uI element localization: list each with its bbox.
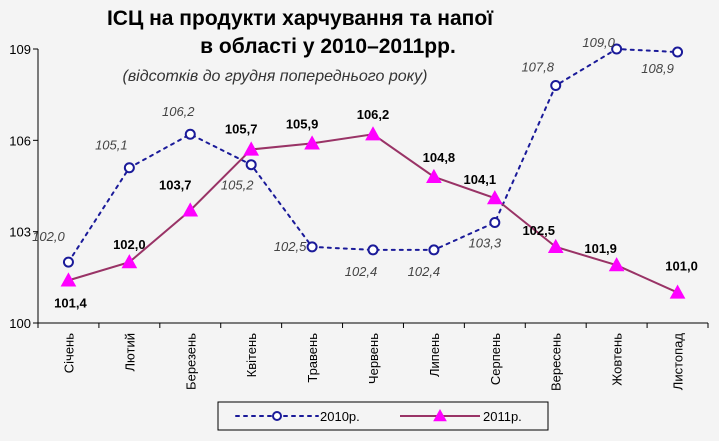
x-tick-label: Січень bbox=[61, 333, 76, 373]
x-tick-label: Жовтень bbox=[610, 333, 625, 386]
series-2010-data-label: 102,4 bbox=[408, 264, 441, 279]
series-2011-data-label: 105,7 bbox=[225, 121, 258, 136]
series-2010-point bbox=[611, 43, 623, 55]
series-2010-point bbox=[428, 244, 440, 256]
series-2011-point bbox=[60, 272, 77, 287]
series-2010-point bbox=[184, 128, 196, 140]
series-2011-point bbox=[426, 168, 442, 183]
series-2010-point bbox=[672, 46, 684, 58]
series-2011-point bbox=[182, 202, 199, 217]
x-tick-label: Травень bbox=[305, 333, 320, 383]
x-tick-label: Квітень bbox=[244, 333, 259, 378]
series-2011-data-label: 105,9 bbox=[286, 116, 319, 131]
series-2011-data-label: 104,8 bbox=[423, 150, 456, 165]
series-2011-data-label: 103,7 bbox=[159, 177, 192, 192]
y-tick-label: 109 bbox=[9, 42, 31, 57]
series-2010-data-label: 102,5 bbox=[274, 239, 307, 254]
x-tick-label: Липень bbox=[427, 333, 442, 377]
axes: 100 103 106 109 Січень Лютий Березень Квітень Тр… bbox=[9, 42, 709, 391]
x-tick-label: Червень bbox=[366, 333, 381, 384]
series-2010-point bbox=[62, 256, 74, 268]
legend-2010-label: 2010р. bbox=[320, 409, 360, 424]
y-tick-label: 100 bbox=[9, 316, 31, 331]
series-2010-line bbox=[67, 47, 679, 264]
series-2011-point bbox=[121, 254, 138, 269]
series-2010-data-label: 108,9 bbox=[641, 61, 674, 76]
series-2010-data-label: 109,0 bbox=[582, 35, 615, 50]
series-2010-data-label: 105,1 bbox=[95, 138, 128, 153]
x-tick-label: Вересень bbox=[549, 333, 564, 391]
series-2010-data-label: 106,2 bbox=[162, 104, 195, 119]
series-2011-point bbox=[243, 141, 260, 156]
y-tick-label: 103 bbox=[9, 225, 31, 240]
legend-2011-label: 2011р. bbox=[483, 409, 522, 424]
series-2010-point bbox=[123, 162, 135, 174]
series-2011-data-label: 102,0 bbox=[113, 237, 146, 252]
series-2011-point bbox=[486, 190, 503, 205]
series-2010-point bbox=[245, 159, 257, 171]
y-tick-label: 106 bbox=[9, 133, 31, 148]
chart-subtitle: (відсотків до грудня попереднього року) bbox=[122, 68, 427, 85]
x-tick-label: Серпень bbox=[488, 333, 503, 385]
x-tick-label: Лютий bbox=[122, 333, 137, 371]
data-labels: 102,0 105,1 106,2 105,2 102,5 102,4 102,4 103,3… bbox=[32, 35, 698, 310]
series-2010-data-label: 107,8 bbox=[521, 60, 554, 75]
series-2010-point bbox=[489, 217, 501, 229]
x-tick-label: Листопад bbox=[671, 333, 686, 391]
series-2011-point bbox=[304, 135, 320, 150]
series-2010-data-label: 102,0 bbox=[32, 229, 65, 244]
series-2011-data-label: 101,9 bbox=[584, 241, 617, 256]
series-2011-data-label: 104,1 bbox=[464, 172, 497, 187]
x-tick-label: Березень bbox=[183, 333, 198, 390]
series-2010-data-label: 103,3 bbox=[469, 236, 502, 251]
series-2011-point bbox=[669, 284, 686, 299]
series-2011-data-label: 106,2 bbox=[357, 107, 390, 122]
series-2011-data-label: 101,4 bbox=[54, 295, 87, 310]
series-2010-point bbox=[550, 80, 562, 92]
series-2010-point bbox=[367, 244, 379, 256]
series-2010-point bbox=[306, 241, 318, 253]
series-2011-point bbox=[547, 238, 564, 253]
chart-title-line1: ІСЦ на продукти харчування та напої bbox=[107, 7, 494, 30]
series-2010-data-label: 102,4 bbox=[345, 264, 378, 279]
series-2011-point bbox=[365, 126, 381, 141]
series-2011-point bbox=[608, 257, 625, 272]
chart-title-line2: в області у 2010–2011рр. bbox=[200, 35, 456, 58]
series-2010-data-label: 105,2 bbox=[221, 178, 254, 193]
series-2011-data-label: 101,0 bbox=[665, 259, 698, 274]
series-2011-data-label: 102,5 bbox=[522, 223, 555, 238]
series-markers bbox=[60, 43, 686, 299]
legend-2010-marker bbox=[272, 411, 282, 421]
legend: 2010р. 2011р. bbox=[217, 401, 549, 431]
legend-2011-marker bbox=[433, 408, 447, 422]
